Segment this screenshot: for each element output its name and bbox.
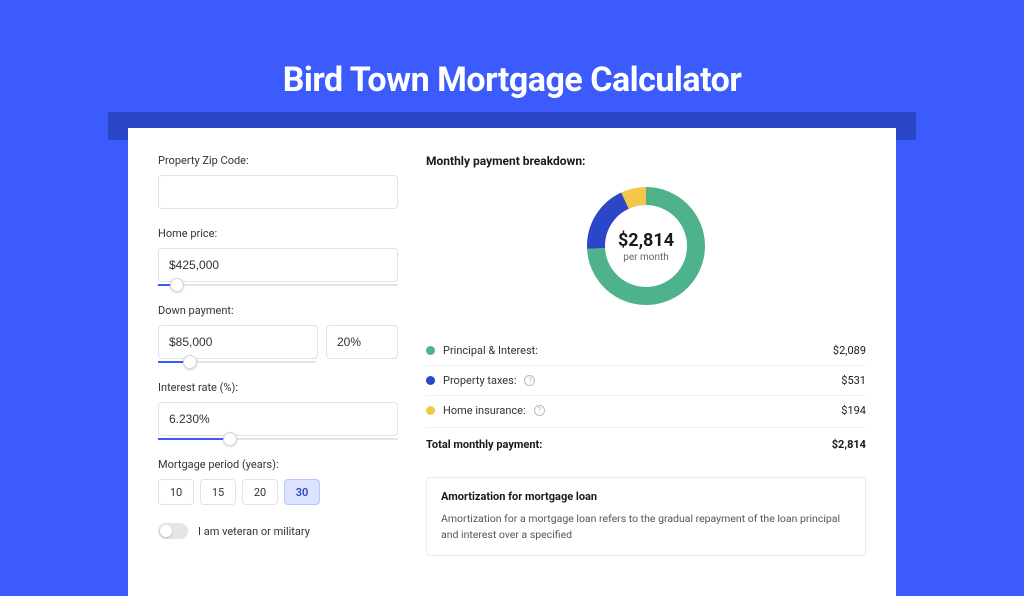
zip-input[interactable] [158,175,398,209]
donut-amount: $2,814 [618,230,674,251]
donut-sublabel: per month [623,252,669,263]
info-icon[interactable]: ? [534,405,545,416]
down-payment-input[interactable] [158,325,318,359]
legend-dot [426,376,435,385]
payment-donut-chart: $2,814 per month [582,182,710,310]
period-button-30[interactable]: 30 [284,479,320,505]
legend-row: Home insurance:? $194 [426,395,866,425]
legend-row: Property taxes:? $531 [426,365,866,395]
down-payment-label: Down payment: [158,304,398,317]
breakdown-title: Monthly payment breakdown: [426,154,866,168]
interest-rate-label: Interest rate (%): [158,381,398,394]
interest-rate-slider[interactable] [158,438,398,440]
zip-label: Property Zip Code: [158,154,398,167]
veteran-toggle[interactable] [158,523,188,539]
amortization-text: Amortization for a mortgage loan refers … [441,511,851,543]
amortization-box: Amortization for mortgage loan Amortizat… [426,477,866,556]
total-value: $2,814 [832,438,866,451]
breakdown-panel: Monthly payment breakdown: $2,814 per mo… [426,154,866,556]
down-payment-pct-input[interactable] [326,325,398,359]
info-icon[interactable]: ? [524,375,535,386]
period-label: Mortgage period (years): [158,458,398,471]
period-button-10[interactable]: 10 [158,479,194,505]
legend-label: Principal & Interest: [443,344,538,357]
legend-row: Principal & Interest: $2,089 [426,336,866,365]
legend-label: Property taxes: [443,374,516,387]
period-button-15[interactable]: 15 [200,479,236,505]
calculator-card: Property Zip Code: Home price: Down paym… [128,128,896,596]
inputs-panel: Property Zip Code: Home price: Down paym… [158,154,398,556]
home-price-label: Home price: [158,227,398,240]
home-price-slider[interactable] [158,284,398,286]
period-button-20[interactable]: 20 [242,479,278,505]
legend-value: $194 [841,404,866,417]
home-price-input[interactable] [158,248,398,282]
legend-dot [426,406,435,415]
page-title: Bird Town Mortgage Calculator [0,0,1024,128]
legend-value: $2,089 [833,344,866,357]
down-payment-slider[interactable] [158,361,316,363]
total-label: Total monthly payment: [426,438,542,451]
veteran-label: I am veteran or military [198,525,310,538]
legend-dot [426,346,435,355]
amortization-title: Amortization for mortgage loan [441,490,851,503]
legend-label: Home insurance: [443,404,526,417]
interest-rate-input[interactable] [158,402,398,436]
legend-value: $531 [841,374,866,387]
